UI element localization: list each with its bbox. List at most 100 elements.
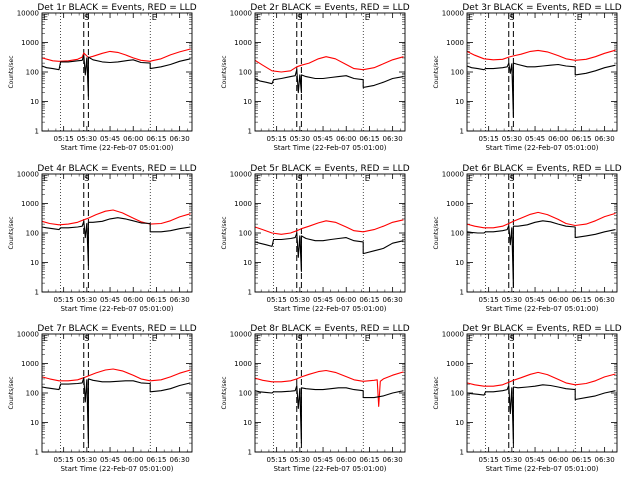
x-tick-label: 06:30 [170,456,190,464]
x-tick-label: 05:30 [77,135,97,143]
y-tick-label: 100 [239,69,252,77]
x-tick-label: 06:00 [123,456,143,464]
chart-title: Det 8r BLACK = Events, RED = LLD [250,324,409,334]
marker-s: S [509,334,514,343]
marker-e-start: E [256,174,261,183]
x-tick-label: 05:15 [267,456,287,464]
series-line-lld [466,211,616,229]
series-line-events [41,54,191,97]
x-tick-label: 05:15 [479,135,499,143]
y-tick-label: 10 [243,419,252,427]
y-tick-label: 1000 [446,360,464,368]
chart-panel: Det 6r BLACK = Events, RED = LLD Counts/s… [433,164,622,313]
chart-title: Det 6r BLACK = Events, RED = LLD [462,164,621,174]
x-tick-label: 06:15 [146,456,166,464]
y-axis-label: Counts/sec [433,216,440,249]
y-tick-label: 1000 [234,39,252,47]
x-tick-label: 06:30 [595,456,615,464]
x-tick-label: 06:30 [170,296,190,304]
chart-panel: Det 5r BLACK = Events, RED = LLD Counts/s… [221,164,410,313]
chart-title: Det 5r BLACK = Events, RED = LLD [250,164,409,174]
y-axis-label: Counts/sec [221,55,228,88]
x-tick-label: 06:00 [336,135,356,143]
chart-panel: Det 3r BLACK = Events, RED = LLD Counts/s… [433,3,622,152]
y-tick-label: 10 [455,419,464,427]
x-axis-label: Start Time (22-Feb-07 05:01:00) [60,144,173,152]
marker-e-start: E [256,334,261,343]
x-tick-label: 05:45 [313,456,333,464]
x-tick-label: 06:00 [123,296,143,304]
marker-e-start: E [43,13,48,22]
marker-e-end: E [365,334,370,343]
y-tick-label: 1 [35,128,39,136]
marker-e-start: E [256,13,261,22]
y-tick-label: 10000 [17,171,39,179]
plot-frame [41,173,193,293]
series-line-lld [466,49,616,61]
series-line-lld [41,368,191,382]
x-tick-label: 06:30 [595,296,615,304]
y-axis-label: Counts/sec [8,216,15,249]
chart-title: Det 9r BLACK = Events, RED = LLD [462,324,621,334]
y-axis-label: Counts/sec [221,216,228,249]
y-tick-label: 1000 [21,360,39,368]
x-tick-label: 05:45 [525,135,545,143]
marker-s: S [509,13,514,22]
marker-s: S [297,174,302,183]
x-axis-label: Start Time (22-Feb-07 05:01:00) [485,144,598,152]
x-tick-label: 06:30 [383,296,403,304]
marker-e-start: E [43,174,48,183]
x-tick-label: 06:15 [146,296,166,304]
marker-e-end: E [152,174,157,183]
x-tick-label: 06:30 [170,135,190,143]
series-line-events [466,384,616,444]
chart-panel: Det 9r BLACK = Events, RED = LLD Counts/s… [433,324,622,473]
x-tick-label: 05:30 [290,296,310,304]
marker-e-end: E [577,174,582,183]
marker-e-start: E [468,334,473,343]
series-line-events [254,69,404,94]
x-tick-label: 06:00 [548,135,568,143]
x-axis-label: Start Time (22-Feb-07 05:01:00) [273,144,386,152]
x-axis-label: Start Time (22-Feb-07 05:01:00) [60,305,173,313]
x-tick-label: 05:45 [525,296,545,304]
y-tick-label: 10 [30,419,39,427]
marker-e-start: E [468,174,473,183]
series-line-lld [41,48,191,62]
y-tick-label: 1000 [21,200,39,208]
y-tick-label: 100 [239,390,252,398]
y-tick-label: 10 [30,98,39,106]
plot-frame [466,12,618,132]
chart-panel: Det 1r BLACK = Events, RED = LLD Counts/s… [8,3,197,152]
y-tick-label: 100 [239,230,252,238]
marker-e-end: E [152,13,157,22]
marker-s: S [297,334,302,343]
x-tick-label: 05:45 [100,456,120,464]
y-tick-label: 10000 [442,331,464,339]
y-tick-label: 1 [460,289,464,297]
marker-s: S [84,13,89,22]
y-tick-label: 10 [30,259,39,267]
y-tick-label: 1000 [446,200,464,208]
x-tick-label: 05:30 [77,296,97,304]
series-line-events [466,220,616,288]
x-tick-label: 05:30 [502,296,522,304]
y-tick-label: 10 [455,259,464,267]
x-tick-label: 05:45 [313,135,333,143]
x-tick-label: 06:00 [123,135,143,143]
marker-s: S [509,174,514,183]
x-tick-label: 05:15 [267,135,287,143]
x-tick-label: 06:15 [146,135,166,143]
y-axis-label: Counts/sec [433,376,440,409]
y-tick-label: 10000 [442,171,464,179]
x-axis-label: Start Time (22-Feb-07 05:01:00) [273,465,386,473]
chart-panel: Det 8r BLACK = Events, RED = LLD Counts/s… [221,324,410,473]
plot-frame [254,12,406,132]
series-line-events [254,232,404,272]
x-tick-label: 05:45 [100,296,120,304]
x-tick-label: 06:30 [595,135,615,143]
y-tick-label: 10 [243,259,252,267]
y-tick-label: 100 [451,390,464,398]
x-tick-label: 06:15 [571,456,591,464]
